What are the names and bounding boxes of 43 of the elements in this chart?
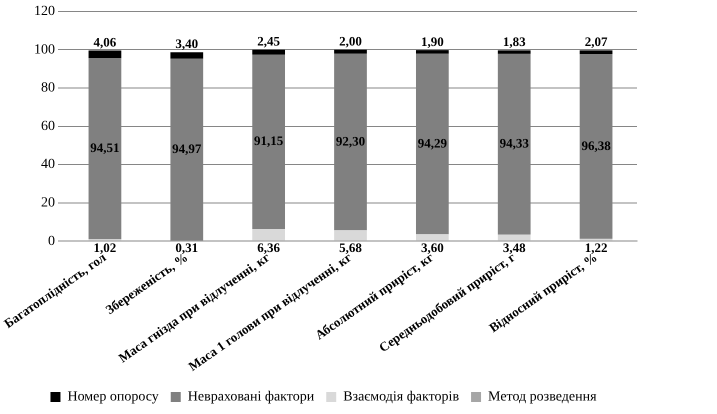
- data-label: 1,22: [584, 240, 608, 256]
- bar: [88, 50, 122, 58]
- data-label: 1,90: [420, 34, 444, 49]
- data-label: 94,33: [500, 136, 530, 151]
- bar: [498, 50, 531, 54]
- bar: [498, 234, 531, 241]
- y-tick-label: 0: [48, 234, 55, 249]
- data-label: 3,40: [175, 36, 198, 52]
- bar: [334, 50, 367, 54]
- data-label: 91,15: [254, 133, 284, 148]
- data-label: 3,48: [502, 240, 526, 256]
- bar: [252, 50, 286, 54]
- legend-label: Номер опоросу: [67, 390, 159, 405]
- data-label: 0,31: [175, 240, 198, 256]
- data-label: 1,02: [94, 240, 116, 256]
- y-tick-label: 100: [34, 42, 55, 58]
- data-label: 92,30: [336, 133, 366, 148]
- legend-label: Метод розведення: [488, 390, 598, 405]
- data-label: 2,00: [339, 34, 362, 49]
- bar: [580, 50, 612, 54]
- data-label: 5,68: [339, 240, 362, 256]
- bar: [416, 234, 449, 241]
- data-label: 94,29: [418, 135, 448, 150]
- data-label: 2,45: [257, 34, 281, 49]
- bar: [416, 50, 449, 54]
- y-tick-label: 60: [41, 118, 55, 134]
- y-tick-label: 40: [41, 157, 55, 172]
- y-tick-label: 120: [34, 4, 55, 20]
- bar: [252, 228, 286, 241]
- data-label: 4,06: [94, 34, 117, 50]
- legend-label: Взаємодія факторів: [343, 390, 460, 405]
- data-label: 2,07: [584, 34, 608, 50]
- bar: [334, 230, 367, 241]
- y-tick-label: 80: [41, 80, 55, 96]
- data-label: 6,36: [257, 240, 281, 256]
- data-label: 1,83: [502, 34, 526, 50]
- bar: [170, 52, 204, 59]
- data-label: 96,38: [581, 138, 612, 153]
- data-label: 94,97: [172, 141, 202, 156]
- data-label: 3,60: [420, 240, 444, 256]
- data-label: 94,51: [90, 140, 120, 156]
- legend-label: Невраховані фактори: [188, 390, 315, 405]
- y-tick-label: 20: [41, 196, 55, 211]
